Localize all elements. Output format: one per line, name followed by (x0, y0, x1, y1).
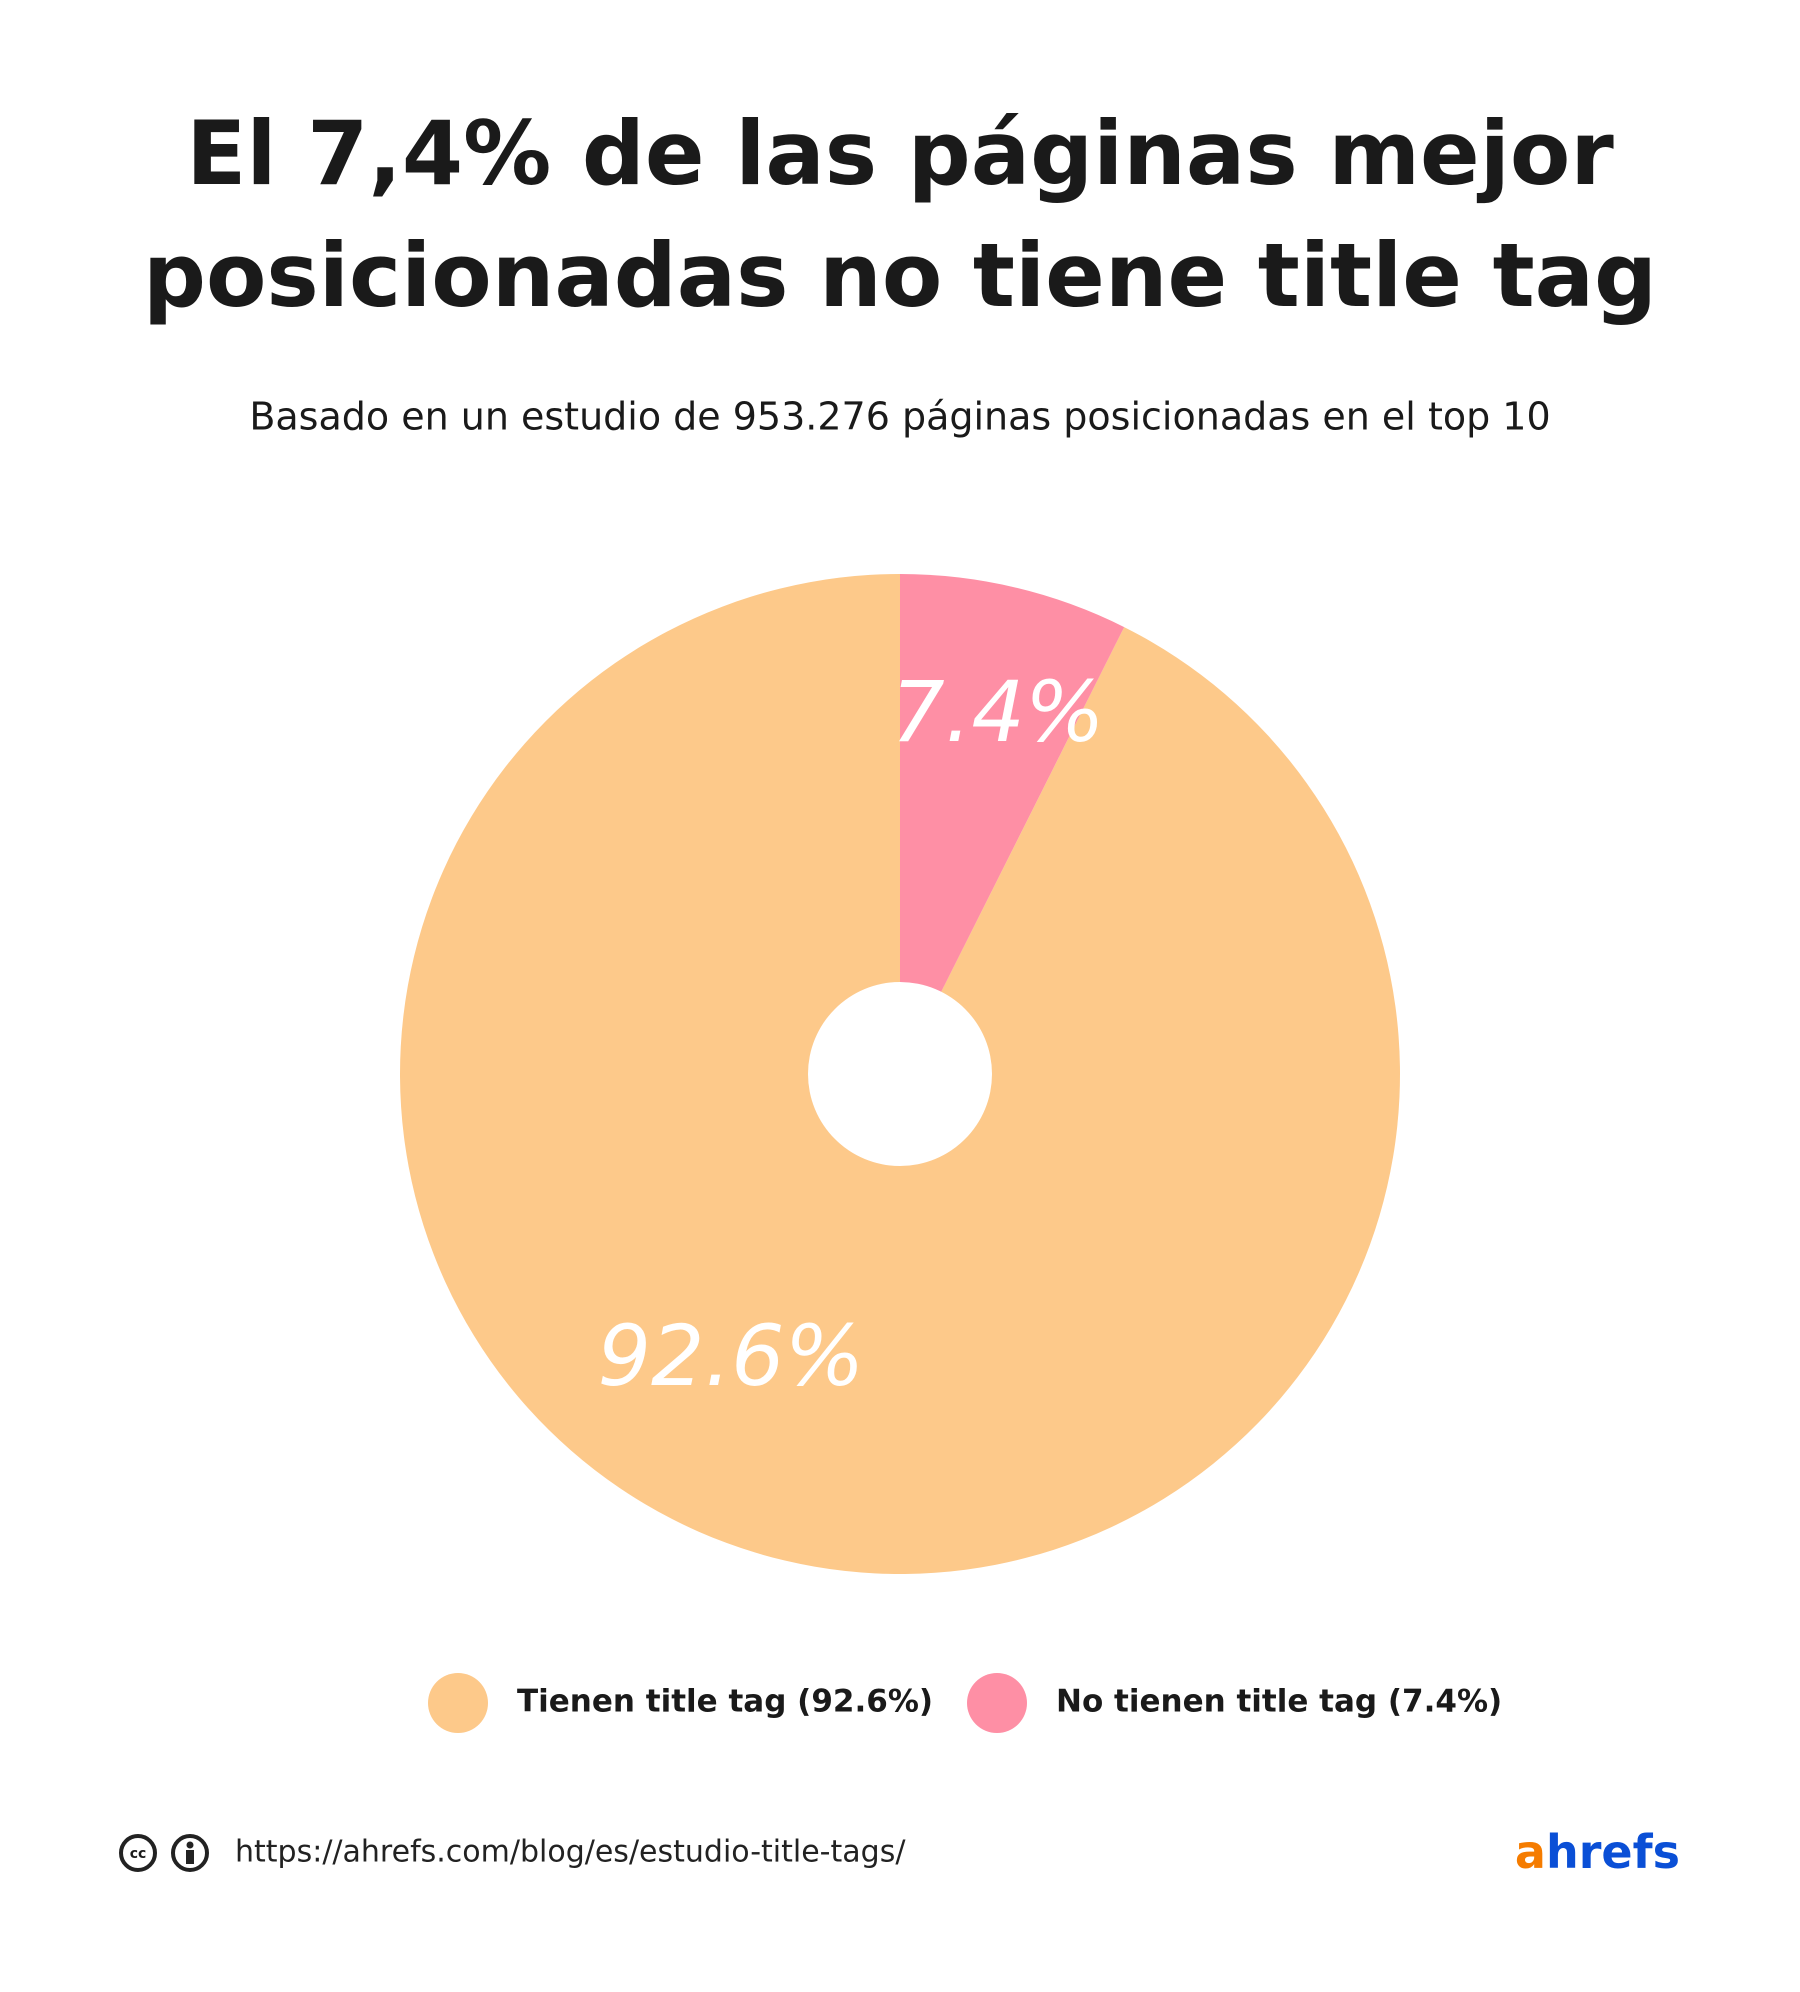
cc-icons: cc (119, 1834, 209, 1872)
chart-title: posicionadas no tiene title tag (143, 224, 1657, 327)
pie-slice (900, 574, 1125, 1074)
pie-hole (808, 982, 992, 1166)
source-url: https://ahrefs.com/blog/es/estudio-title… (235, 1835, 906, 1870)
legend-swatch (967, 1673, 1027, 1733)
svg-text:cc: cc (130, 1846, 147, 1862)
slice-label: 92.6% (598, 1307, 865, 1405)
slice-label: 7.4% (891, 663, 1104, 761)
chart-subtitle: Basado en un estudio de 953.276 páginas … (249, 395, 1550, 439)
legend-label: Tienen title tag (92.6%) (517, 1684, 933, 1720)
logo-part: a (1515, 1825, 1546, 1879)
chart-title: El 7,4% de las páginas mejor (186, 102, 1614, 205)
logo: ahrefs (1515, 1825, 1680, 1879)
logo-part: hrefs (1546, 1825, 1680, 1879)
legend-label: No tienen title tag (7.4%) (1056, 1684, 1502, 1720)
legend-swatch (428, 1673, 488, 1733)
